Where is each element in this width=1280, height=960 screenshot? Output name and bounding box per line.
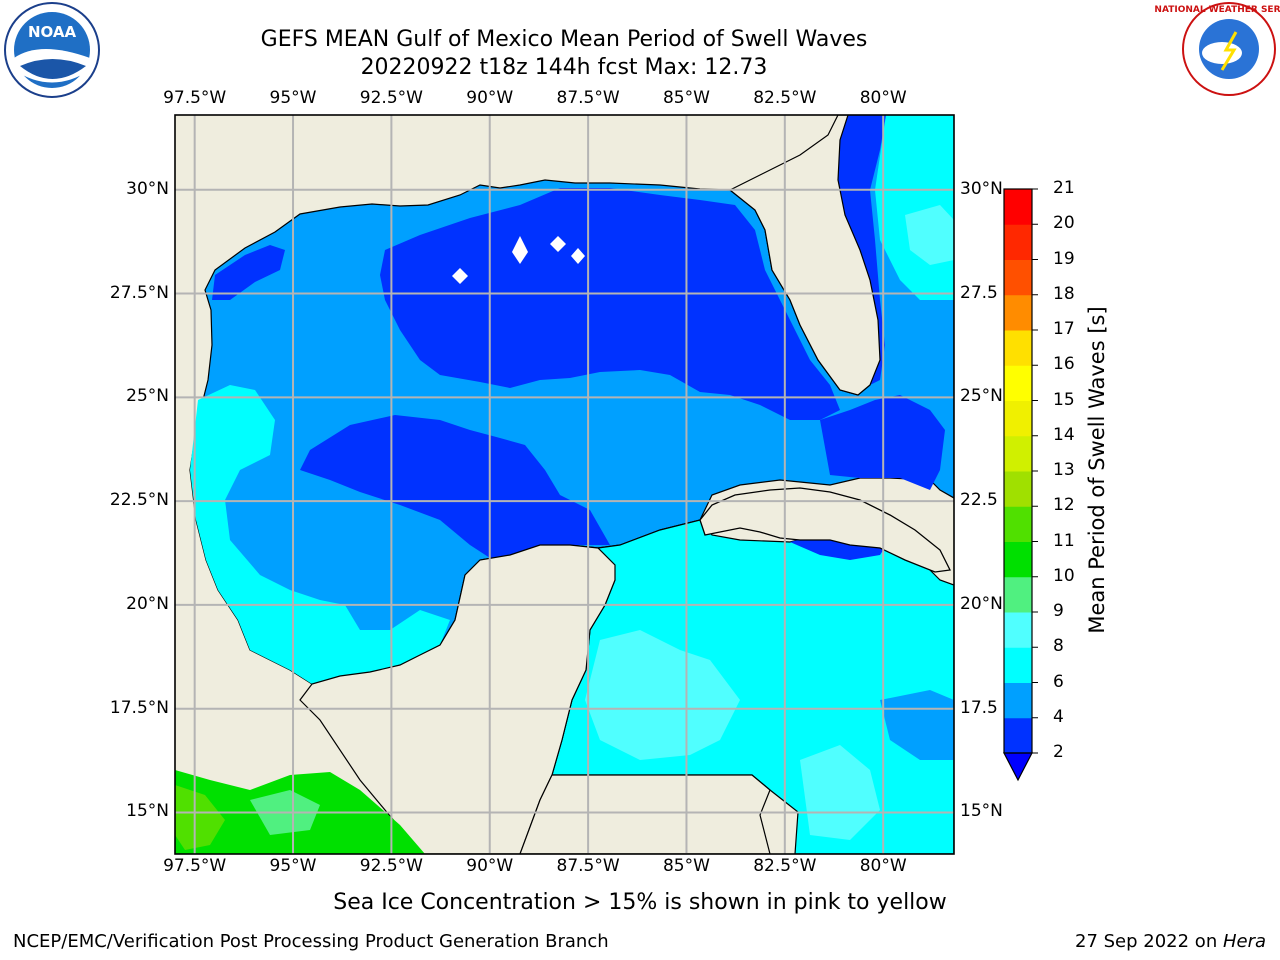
colorbar-segment bbox=[1004, 330, 1032, 366]
colorbar-extend-triangle bbox=[1003, 752, 1033, 782]
lat-label-right: 30°N bbox=[960, 178, 1003, 199]
colorbar-segment bbox=[1004, 506, 1032, 542]
lat-label-left: 20°N bbox=[126, 593, 169, 614]
lon-label-bottom: 92.5°W bbox=[359, 856, 423, 876]
lat-label-right: 15°N bbox=[960, 801, 1003, 822]
pacific-swell-12s-patch bbox=[175, 785, 225, 850]
map-subtitle: 20220922 t18z 144h fcst Max: 12.73 bbox=[360, 55, 768, 80]
lon-label-bottom: 95°W bbox=[269, 856, 317, 876]
lon-label-top: 85°W bbox=[662, 88, 710, 108]
colorbar-tick-label: 16 bbox=[1053, 354, 1075, 375]
lat-label-left: 15°N bbox=[126, 801, 169, 822]
colorbar-segment bbox=[1004, 365, 1032, 401]
colorbar-segment bbox=[1004, 294, 1032, 331]
map-gridlines bbox=[175, 115, 954, 854]
colorbar-segment bbox=[1004, 259, 1032, 296]
lon-label-bottom: 82.5°W bbox=[753, 856, 817, 876]
gulf-swell-2-4s-west bbox=[212, 245, 285, 300]
colorbar-tick-label: 4 bbox=[1053, 706, 1064, 727]
lat-label-left: 30°N bbox=[126, 178, 169, 199]
footer-host: Hera bbox=[1222, 931, 1266, 952]
colorbar-tick-label: 21 bbox=[1053, 178, 1075, 198]
colorbar-segment bbox=[1004, 541, 1032, 578]
lat-label-left: 27.5°N bbox=[109, 282, 169, 303]
lon-label-bottom: 87.5°W bbox=[556, 856, 620, 876]
atlantic-swell-8-9s-patch bbox=[905, 205, 954, 265]
colorbar bbox=[1003, 188, 1038, 782]
lon-label-top: 90°W bbox=[466, 88, 514, 108]
colorbar-tick-label: 15 bbox=[1053, 389, 1075, 410]
map-title: GEFS MEAN Gulf of Mexico Mean Period of … bbox=[260, 27, 868, 52]
cuba-landmass bbox=[699, 487, 951, 573]
sea-ice-note: Sea Ice Concentration > 15% is shown in … bbox=[333, 890, 947, 915]
central-america-land bbox=[519, 774, 771, 854]
gulf-swell-2-4s-south bbox=[300, 415, 610, 558]
colorbar-tick-label: 9 bbox=[1053, 601, 1064, 621]
island-3 bbox=[550, 236, 566, 252]
colorbar-segment bbox=[1004, 224, 1032, 260]
colorbar-segment bbox=[1004, 189, 1032, 225]
island-2 bbox=[512, 236, 528, 264]
lon-label-top: 95°W bbox=[269, 88, 317, 108]
colorbar-tick-label: 17 bbox=[1053, 319, 1075, 339]
lon-label-top: 97.5°W bbox=[163, 88, 227, 108]
colorbar-tick-label: 8 bbox=[1053, 636, 1064, 657]
lon-label-bottom: 85°W bbox=[662, 856, 710, 876]
colorbar-segment bbox=[1004, 576, 1032, 613]
lat-label-right: 25°N bbox=[960, 386, 1003, 407]
lat-label-right: 22.5 bbox=[960, 490, 998, 511]
colorbar-tick-label: 2 bbox=[1053, 742, 1064, 762]
colorbar-segment bbox=[1004, 647, 1032, 683]
footer-date-text: 27 Sep 2022 on bbox=[1075, 931, 1223, 952]
lat-label-right: 20°N bbox=[960, 593, 1003, 614]
colorbar-tick-label: 6 bbox=[1053, 671, 1064, 692]
colorbar-segment bbox=[1004, 471, 1032, 507]
lat-label-left: 22.5°N bbox=[109, 490, 169, 511]
footer-branch: NCEP/EMC/Verification Post Processing Pr… bbox=[13, 931, 609, 952]
colorbar-segment bbox=[1004, 435, 1032, 472]
colorbar-title: Mean Period of Swell Waves [s] bbox=[1085, 306, 1109, 634]
caribbean-2-4s-south-east bbox=[880, 690, 954, 760]
lat-label-left: 17.5°N bbox=[109, 697, 169, 718]
lon-label-bottom: 90°W bbox=[466, 856, 514, 876]
colorbar-segment bbox=[1004, 612, 1032, 648]
colorbar-tick-label: 18 bbox=[1053, 283, 1075, 304]
lat-label-left: 25°N bbox=[126, 386, 169, 407]
map-frame bbox=[174, 114, 955, 855]
colorbar-segment bbox=[1004, 400, 1032, 437]
lat-label-right: 17.5 bbox=[960, 697, 998, 718]
colorbar-segment bbox=[1004, 682, 1032, 719]
gulf-swell-2-4s-core bbox=[380, 188, 840, 420]
lon-label-top: 87.5°W bbox=[556, 88, 620, 108]
footer-date: 27 Sep 2022 on Hera bbox=[1075, 931, 1266, 952]
colorbar-tick-label: 12 bbox=[1053, 495, 1075, 516]
colorbar-tick-label: 20 bbox=[1053, 213, 1075, 234]
lon-label-top: 80°W bbox=[859, 88, 907, 108]
colorbar-tick-label: 19 bbox=[1053, 248, 1075, 269]
lon-label-top: 82.5°W bbox=[753, 88, 817, 108]
colorbar-tick-label: 14 bbox=[1053, 424, 1075, 445]
lat-label-right: 27.5 bbox=[960, 282, 998, 303]
colorbar-segment bbox=[1004, 717, 1032, 754]
lon-label-top: 92.5°W bbox=[359, 88, 423, 108]
gulf-swell-6s-west-band bbox=[190, 385, 450, 684]
island-1 bbox=[452, 268, 468, 284]
island-4 bbox=[571, 248, 585, 264]
colorbar-tick-label: 13 bbox=[1053, 460, 1075, 480]
lon-label-bottom: 80°W bbox=[859, 856, 907, 876]
caribbean-swell-8s-east bbox=[800, 745, 880, 840]
caribbean-swell-8s-patch bbox=[585, 630, 740, 760]
lon-label-bottom: 97.5°W bbox=[163, 856, 227, 876]
colorbar-tick-label: 11 bbox=[1053, 530, 1075, 551]
colorbar-tick-label: 10 bbox=[1053, 565, 1075, 586]
